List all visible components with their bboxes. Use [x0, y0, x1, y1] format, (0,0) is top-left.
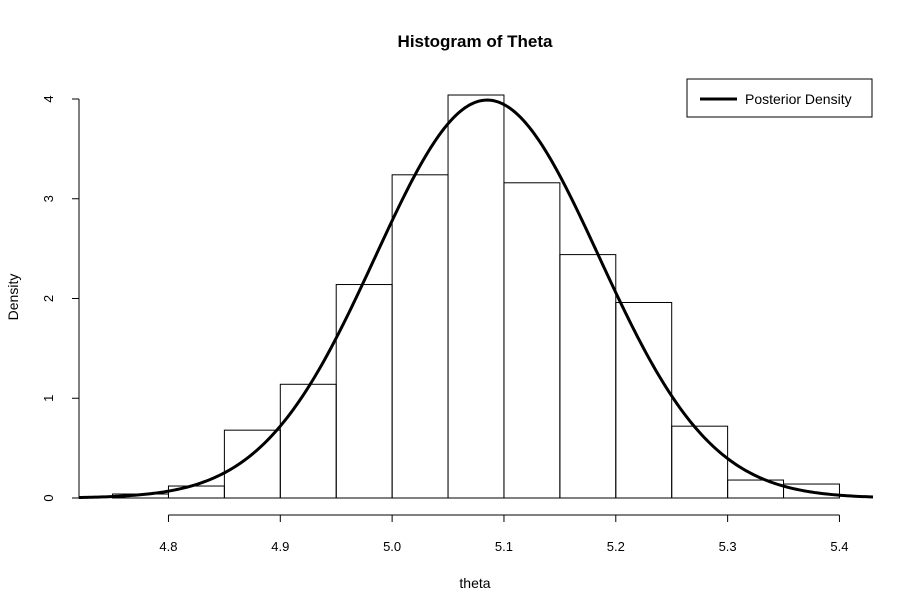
histogram-bar: [783, 483, 840, 499]
x-tick-label: 5.1: [495, 539, 513, 554]
y-tick-label: 0: [41, 494, 56, 501]
chart-title: Histogram of Theta: [398, 32, 553, 51]
x-tick-label: 5.3: [719, 539, 737, 554]
y-axis: 0 1 2 3 4: [41, 95, 80, 502]
x-tick-label: 4.8: [159, 539, 177, 554]
y-tick-label: 3: [41, 195, 56, 202]
legend-label: Posterior Density: [745, 91, 852, 107]
x-tick-label: 4.9: [271, 539, 289, 554]
x-axis: 4.8 4.9 5.0 5.1 5.2 5.3 5.4: [159, 514, 848, 554]
y-tick-label: 4: [41, 95, 56, 102]
y-axis-label: Density: [5, 274, 21, 321]
y-tick-label: 1: [41, 395, 56, 402]
histogram-bar: [671, 425, 729, 499]
histogram-bar: [615, 301, 673, 499]
x-tick-label: 5.2: [607, 539, 625, 554]
posterior-density-curve: [78, 98, 874, 499]
x-tick-label: 5.4: [830, 539, 848, 554]
histogram-bars: [112, 94, 840, 499]
y-tick-label: 2: [41, 295, 56, 302]
density-curve-layer: [78, 98, 874, 499]
legend: Posterior Density: [686, 78, 873, 118]
x-tick-label: 5.0: [383, 539, 401, 554]
x-axis-label: theta: [459, 575, 490, 591]
